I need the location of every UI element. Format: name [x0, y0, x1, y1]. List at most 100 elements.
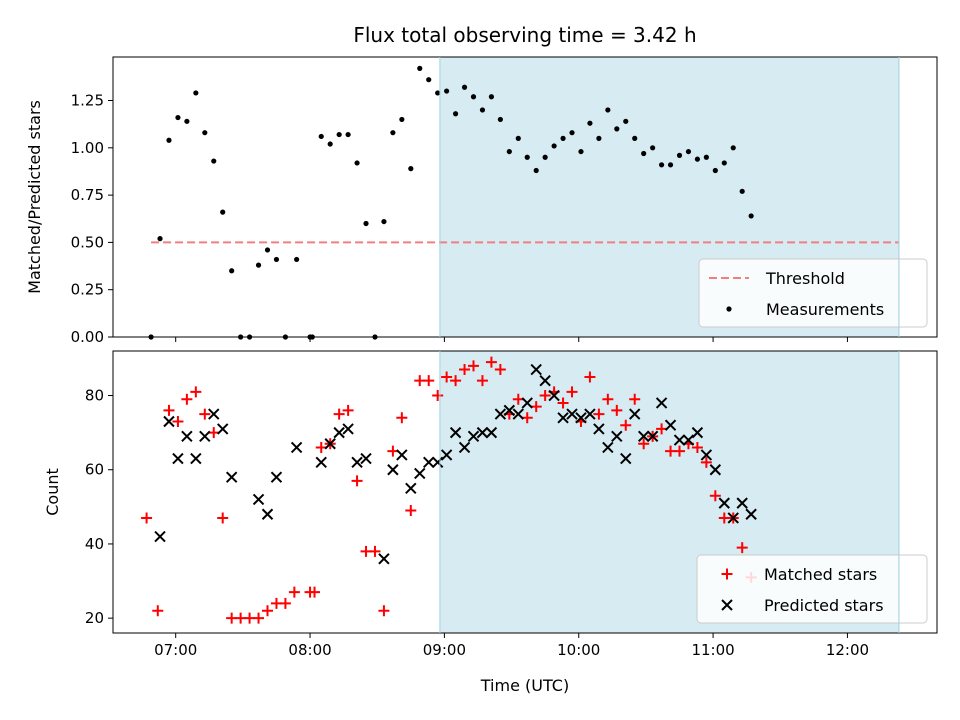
matched-star-point: [638, 438, 650, 450]
predicted-star-point: [351, 456, 363, 469]
x-tick-label: 10:00: [557, 641, 600, 659]
measurement-point: [435, 90, 441, 96]
predicted-star-point: [261, 508, 274, 520]
measurement-point: [255, 262, 262, 268]
measurement-point: [452, 111, 459, 117]
matched-star-point: [485, 356, 497, 368]
predicted-star-point: [172, 452, 184, 465]
predicted-star-point: [539, 374, 551, 387]
measurement-point: [479, 107, 486, 113]
matched-star-point: [351, 475, 363, 487]
measurement-point: [157, 236, 163, 242]
measurement-point: [721, 160, 727, 166]
predicted-star-point: [396, 449, 408, 461]
y-tick-label: 0.75: [71, 186, 104, 204]
measurement-point: [175, 114, 181, 121]
predicted-star-point: [709, 464, 722, 476]
matched-star-point: [709, 490, 721, 502]
matched-star-point: [494, 364, 506, 376]
predicted-star-point: [414, 467, 426, 480]
measurement-point: [461, 84, 468, 90]
measurement-point: [730, 145, 736, 151]
matched-star-point: [691, 441, 703, 453]
measurement-point: [515, 135, 521, 141]
y-tick-label: 0.50: [71, 233, 104, 251]
predicted-star-point: [620, 452, 632, 465]
x-tick-label: 08:00: [288, 641, 331, 659]
measurement-point: [712, 167, 718, 174]
legend-plus-swatch: [721, 568, 733, 580]
measurement-point: [623, 118, 629, 124]
x-axis-label: Time (UTC): [480, 676, 569, 695]
predicted-star-point: [342, 423, 354, 435]
matched-star-point: [584, 371, 596, 383]
measurement-point: [578, 148, 584, 155]
measurement-point: [605, 107, 611, 113]
predicted-star-point: [154, 530, 166, 543]
predicted-star-point: [431, 456, 444, 469]
predicted-star-point: [727, 512, 739, 524]
measurement-point: [273, 256, 280, 263]
matched-star-point: [468, 360, 479, 372]
predicted-star-point: [315, 456, 327, 469]
measurement-point: [524, 154, 530, 160]
matched-star-point: [432, 390, 444, 402]
predicted-star-point: [530, 363, 542, 376]
measurement-point: [193, 90, 199, 96]
matched-star-point: [369, 545, 381, 557]
predicted-star-point: [208, 408, 220, 420]
predicted-star-point: [199, 430, 211, 443]
x-tick-label: 09:00: [423, 641, 466, 659]
legend-label: Predicted stars: [764, 596, 884, 615]
matched-star-point: [521, 412, 533, 424]
y-tick-label: 0.00: [71, 328, 104, 346]
predicted-star-point: [360, 452, 372, 465]
top-y-ticks: 0.00 0.25 0.50 0.75 1.00 1.25: [71, 92, 113, 346]
measurement-point: [739, 188, 745, 194]
predicted-star-point: [521, 397, 533, 409]
measurement-point: [408, 166, 414, 172]
legend-label: Matched stars: [764, 565, 877, 584]
predicted-star-point: [566, 408, 578, 420]
legend-x-swatch: [721, 599, 733, 611]
measurement-point: [748, 213, 754, 219]
y-tick-label: 60: [85, 461, 104, 479]
legend-dot-swatch: [726, 306, 732, 312]
measurement-point: [220, 209, 226, 215]
measurement-point: [506, 148, 512, 155]
matched-star-point: [611, 404, 623, 416]
top-plot-frame: [112, 56, 938, 338]
y-tick-label: 20: [85, 609, 104, 627]
measurement-point: [497, 116, 503, 123]
predicted-star-point: [700, 449, 713, 461]
matched-star-point: [172, 416, 184, 427]
predicted-star-point: [485, 426, 498, 439]
matched-star-point: [217, 512, 229, 524]
predicted-star-point: [324, 438, 336, 450]
bottom-x-ticks: 07:00 08:00 09:00 10:00 11:00 12:00: [154, 633, 869, 659]
measurement-point: [587, 120, 593, 126]
measurement-point: [184, 118, 190, 124]
measurement-point: [650, 145, 656, 151]
y-tick-label: 1.25: [71, 92, 104, 110]
measurement-point: [390, 130, 396, 136]
measurement-point: [264, 247, 271, 253]
predicted-star-point: [217, 423, 229, 435]
measurement-point: [533, 167, 539, 174]
matched-star-point: [181, 393, 193, 405]
measurement-point: [685, 148, 692, 155]
predicted-star-point: [440, 449, 453, 461]
predicted-star-point: [584, 408, 596, 420]
bottom-plot-frame: [112, 350, 938, 634]
measurement-point: [614, 126, 620, 132]
measurement-point: [444, 88, 450, 94]
bottom-legend: Matched stars Predicted stars: [696, 554, 928, 624]
measurement-point: [399, 116, 405, 123]
measurement-point: [336, 131, 342, 138]
matched-star-point: [315, 441, 327, 453]
measurement-point: [229, 268, 235, 274]
predicted-star-point: [602, 441, 614, 454]
matched-star-point: [309, 586, 321, 598]
measurement-point: [676, 152, 683, 158]
predicted-star-point: [718, 497, 730, 509]
